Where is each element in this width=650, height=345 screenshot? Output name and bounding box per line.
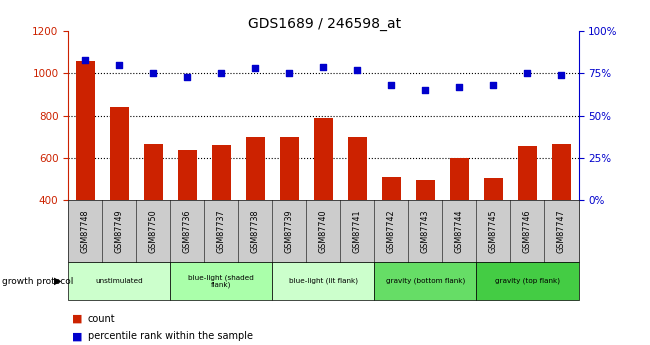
Text: ■: ■ xyxy=(72,314,82,324)
Point xyxy=(352,67,363,73)
Point xyxy=(182,74,192,79)
Text: GSM87737: GSM87737 xyxy=(217,209,226,253)
Point xyxy=(80,57,90,62)
Text: GSM87739: GSM87739 xyxy=(285,209,294,253)
Text: ▶: ▶ xyxy=(54,276,62,286)
Bar xyxy=(484,178,503,200)
Text: percentile rank within the sample: percentile rank within the sample xyxy=(88,332,253,341)
Bar xyxy=(280,137,299,200)
Text: GSM87736: GSM87736 xyxy=(183,209,192,253)
Point xyxy=(454,84,465,90)
Bar xyxy=(314,118,333,200)
Point xyxy=(420,87,430,93)
Text: GSM87742: GSM87742 xyxy=(387,209,396,253)
Text: GSM87748: GSM87748 xyxy=(81,209,90,253)
Text: gravity (bottom flank): gravity (bottom flank) xyxy=(386,278,465,284)
Text: ■: ■ xyxy=(72,332,82,341)
Text: GDS1689 / 246598_at: GDS1689 / 246598_at xyxy=(248,17,402,31)
Bar xyxy=(178,150,197,200)
Bar xyxy=(110,107,129,200)
Text: GSM87747: GSM87747 xyxy=(557,209,566,253)
Point xyxy=(386,82,396,88)
Point xyxy=(488,82,499,88)
Point xyxy=(284,71,294,76)
Point xyxy=(318,64,328,69)
Text: GSM87743: GSM87743 xyxy=(421,209,430,253)
Text: blue-light (lit flank): blue-light (lit flank) xyxy=(289,278,358,284)
Text: GSM87744: GSM87744 xyxy=(455,209,464,253)
Text: GSM87745: GSM87745 xyxy=(489,209,498,253)
Bar xyxy=(552,144,571,200)
Text: GSM87738: GSM87738 xyxy=(251,209,260,253)
Point xyxy=(114,62,125,68)
Point xyxy=(216,71,226,76)
Text: GSM87741: GSM87741 xyxy=(353,209,362,253)
Bar xyxy=(518,146,537,200)
Text: GSM87750: GSM87750 xyxy=(149,209,158,253)
Bar xyxy=(382,177,401,200)
Text: GSM87749: GSM87749 xyxy=(115,209,124,253)
Bar xyxy=(246,137,265,200)
Bar xyxy=(76,61,95,200)
Point xyxy=(148,71,159,76)
Point xyxy=(522,71,532,76)
Bar xyxy=(450,158,469,200)
Bar xyxy=(416,180,435,200)
Text: blue-light (shaded
flank): blue-light (shaded flank) xyxy=(188,274,254,288)
Bar xyxy=(348,137,367,200)
Point xyxy=(250,66,261,71)
Text: GSM87740: GSM87740 xyxy=(319,209,328,253)
Text: GSM87746: GSM87746 xyxy=(523,209,532,253)
Text: growth protocol: growth protocol xyxy=(2,277,73,286)
Text: unstimulated: unstimulated xyxy=(96,278,143,284)
Point xyxy=(556,72,567,78)
Bar xyxy=(212,145,231,200)
Text: count: count xyxy=(88,314,116,324)
Bar xyxy=(144,144,162,200)
Text: gravity (top flank): gravity (top flank) xyxy=(495,278,560,284)
